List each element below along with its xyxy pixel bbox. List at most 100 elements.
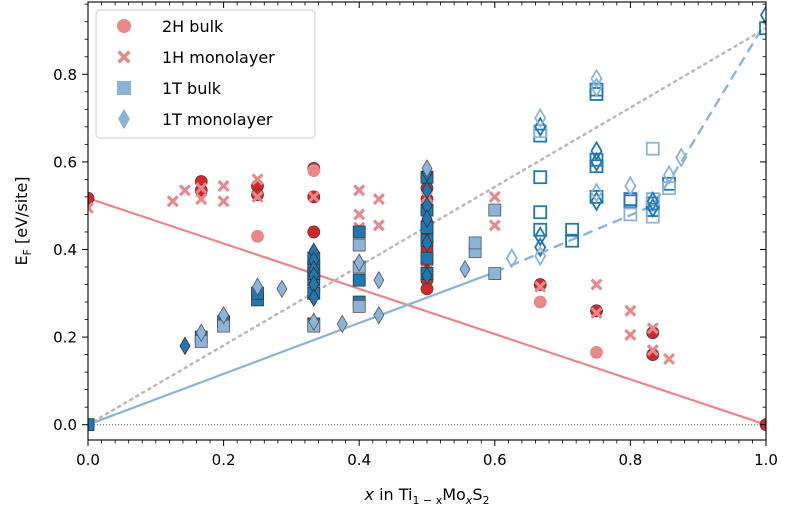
data-point-x [251, 173, 264, 186]
plot-area [88, 4, 766, 432]
legend-label: 1T monolayer [162, 110, 273, 129]
data-point-diamond [590, 182, 603, 203]
data-point-diamond [373, 305, 385, 325]
x-axis-label-part: x [364, 485, 375, 504]
data-point-x [646, 322, 659, 335]
data-point-square [533, 222, 548, 237]
data-point-circle [590, 345, 603, 359]
data-point-square [565, 233, 579, 248]
data-point-diamond [590, 140, 603, 162]
data-point-diamond [308, 288, 320, 307]
reference-line-solid-1 [88, 271, 496, 426]
data-point-diamond [336, 314, 348, 334]
data-point-diamond [663, 164, 676, 186]
legend-entry: 2H bulk [117, 17, 224, 36]
x-axis-label-part: Mo [442, 485, 466, 504]
data-point-x [251, 190, 264, 203]
plot-inner [88, 4, 766, 432]
series-diamond-7 [179, 163, 433, 356]
data-point-diamond [624, 175, 637, 197]
data-point-diamond [675, 147, 688, 168]
data-point-circle [533, 295, 547, 309]
y-tick-label: 0.2 [53, 329, 77, 347]
data-point-diamond [276, 279, 288, 299]
data-point-x [178, 184, 191, 197]
series-diamond-10 [505, 68, 688, 269]
data-point-x [353, 208, 366, 221]
data-point-diamond [459, 259, 471, 279]
data-point-diamond [534, 245, 547, 267]
legend-marker-diamond [118, 108, 130, 130]
data-point-square [88, 418, 95, 432]
data-point-diamond [759, 4, 766, 26]
data-point-square [488, 203, 502, 217]
data-point-circle [251, 229, 264, 243]
legend-marker-x [117, 50, 131, 64]
x-axis-label-part: S [472, 485, 482, 504]
data-point-diamond [646, 197, 659, 219]
data-point-diamond [218, 305, 230, 325]
x-axis-label-part: 1 − x [412, 494, 442, 507]
data-point-diamond [590, 68, 603, 89]
legend-entry: 1T bulk [117, 79, 222, 98]
data-point-x [488, 190, 501, 203]
legend-entry: 1H monolayer [117, 48, 275, 67]
data-point-square [759, 21, 766, 36]
data-point-diamond [195, 323, 207, 342]
data-point-x [663, 352, 676, 365]
data-point-circle [88, 191, 95, 205]
data-point-square [420, 251, 434, 265]
data-point-diamond [373, 270, 385, 290]
data-point-circle [307, 164, 321, 178]
data-point-square [645, 141, 660, 156]
x-axis-label-part: x [465, 494, 473, 507]
y-axis-label-part: F [21, 249, 34, 255]
data-point-circle [307, 225, 321, 239]
data-point-x [646, 344, 659, 357]
data-point-x [372, 219, 385, 232]
y-tick-label: 0.4 [53, 241, 77, 259]
data-point-square [565, 222, 579, 237]
data-point-square [352, 238, 366, 252]
data-point-diamond [505, 247, 518, 269]
axes: 0.0 0.2 0.4 0.6 0.8 1.0 0.0 0.2 0.4 0.6 0.8 x in Ti… [12, 1, 778, 507]
y-tick-label: 0.6 [53, 153, 77, 171]
data-point-diamond [534, 237, 547, 258]
data-point-diamond [590, 191, 603, 212]
x-tick-label: 0.6 [483, 451, 507, 469]
data-point-x [88, 201, 94, 214]
data-point-x [488, 219, 501, 232]
data-point-square [352, 273, 366, 287]
data-point-diamond [421, 233, 433, 253]
data-point-square [352, 225, 366, 239]
x-tick-label: 1.0 [754, 451, 778, 469]
data-point-square [488, 267, 502, 280]
reference-line-dashed-2 [494, 21, 766, 274]
series-circle-1 [251, 164, 603, 359]
data-point-x [307, 190, 320, 203]
data-point-x [353, 184, 366, 197]
series-diamond-9 [534, 4, 766, 258]
y-axis-label: EF [eV/site] [12, 176, 34, 265]
x-axis-label: x in Ti1 − xMoxS2 [364, 485, 490, 507]
data-point-diamond [646, 191, 659, 212]
data-point-diamond [534, 116, 547, 138]
legend: 2H bulk 1H monolayer 1T bulk 1T monolayer [95, 9, 316, 139]
data-point-x [166, 195, 179, 208]
data-point-x [624, 304, 637, 317]
legend-marker-circle [117, 18, 132, 33]
data-point-x [217, 179, 230, 192]
data-point-diamond [534, 107, 547, 129]
data-point-x [590, 306, 603, 319]
data-point-x [195, 193, 208, 206]
x-tick-label: 0.8 [618, 451, 642, 469]
series-diamond-8 [195, 159, 471, 342]
y-tick-label: 0.0 [53, 416, 77, 434]
legend-label: 1H monolayer [162, 48, 275, 67]
reference-line-solid-0 [88, 197, 766, 426]
data-point-x [195, 182, 208, 195]
data-point-diamond [421, 159, 433, 178]
data-point-x [534, 280, 547, 293]
y-tick-label: 0.8 [53, 66, 77, 84]
